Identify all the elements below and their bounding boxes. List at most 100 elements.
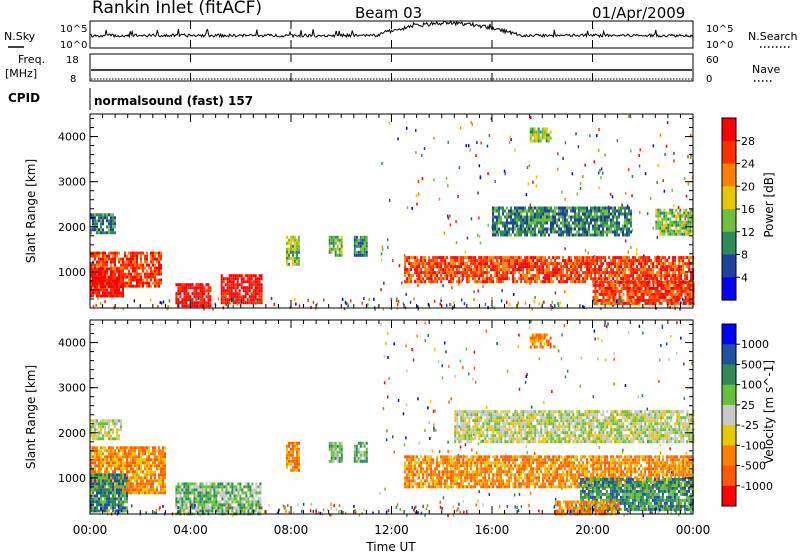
power-speckle: [482, 285, 484, 288]
power-cell: [680, 283, 683, 287]
power-cell: [514, 218, 516, 222]
power-cell: [642, 265, 645, 269]
power-cell: [112, 288, 114, 292]
power-cell: [462, 274, 465, 278]
power-cell: [230, 277, 233, 281]
power-cell: [542, 209, 544, 213]
power-cell: [506, 212, 508, 216]
power-noise: [104, 300, 106, 303]
power-noise: [316, 302, 318, 306]
power-speckle: [466, 236, 469, 240]
power-cell: [520, 227, 522, 231]
power-cell: [654, 292, 657, 296]
power-cell: [220, 286, 223, 290]
power-speckle: [582, 175, 584, 178]
power-cell: [596, 224, 598, 228]
power-speckle: [464, 250, 467, 254]
power-cell: [622, 212, 624, 216]
velocity-speckle: [637, 395, 640, 399]
power-cell: [332, 247, 335, 251]
power-cell: [576, 262, 579, 266]
power-cell: [234, 274, 237, 278]
velocity-cell: [152, 452, 154, 456]
power-cell: [98, 279, 100, 283]
velocity-cell: [185, 482, 188, 486]
velocity-cell: [118, 491, 120, 495]
power-speckle: [443, 231, 446, 235]
power-speckle: [415, 151, 417, 154]
power-cell: [146, 251, 148, 255]
power-cell: [572, 233, 574, 237]
power-cell: [541, 133, 544, 137]
power-cell: [598, 215, 600, 219]
velocity-cell: [160, 473, 162, 477]
power-cell: [187, 286, 190, 290]
power-noise: [377, 305, 380, 309]
power-cell: [472, 271, 475, 275]
power-speckle: [398, 264, 401, 268]
power-cell: [136, 251, 138, 255]
power-cell: [146, 254, 148, 258]
velocity-cell: [185, 488, 188, 492]
power-cell: [642, 292, 645, 296]
power-cell: [636, 271, 639, 275]
sky-tick-high: 10^5: [60, 24, 87, 35]
velocity-cell: [96, 470, 98, 474]
power-cell: [624, 277, 627, 281]
power-cell: [90, 291, 92, 295]
velocity-cell: [116, 431, 118, 435]
power-cell: [574, 224, 576, 228]
power-cell: [676, 292, 679, 296]
power-cell: [512, 268, 515, 272]
power-cell: [428, 274, 431, 278]
power-cell: [94, 219, 96, 223]
velocity-cell: [120, 503, 122, 507]
power-cell: [678, 265, 681, 269]
power-cell: [472, 259, 475, 263]
power-cell: [494, 209, 496, 213]
power-cell: [118, 279, 120, 283]
power-cell: [96, 267, 98, 271]
power-cell: [538, 227, 540, 231]
power-cell: [116, 276, 118, 280]
power-cell: [674, 295, 677, 299]
power-cell: [522, 206, 524, 210]
power-colorbar-tick-label: 24: [741, 158, 755, 171]
velocity-speckle: [383, 381, 386, 385]
power-cell: [508, 233, 510, 237]
power-cell: [104, 281, 106, 285]
velocity-cell: [118, 449, 120, 453]
power-cell: [102, 279, 104, 283]
velocity-cell: [94, 461, 96, 465]
power-cell: [535, 136, 538, 140]
power-cell: [668, 289, 671, 293]
power-cell: [292, 238, 294, 242]
power-cell: [504, 224, 506, 228]
power-cell: [676, 286, 679, 290]
power-cell: [100, 228, 102, 232]
power-cell: [596, 230, 598, 234]
power-cell: [494, 227, 496, 231]
velocity-cell: [112, 428, 114, 432]
power-cell: [552, 212, 554, 216]
velocity-speckle: [385, 342, 387, 346]
power-cell: [148, 272, 150, 276]
power-cell: [152, 254, 154, 258]
power-cell: [536, 212, 538, 216]
velocity-cell: [126, 455, 128, 459]
power-cell: [160, 257, 162, 261]
power-cell: [92, 294, 94, 298]
power-cell: [576, 233, 578, 237]
power-cell: [550, 274, 553, 278]
power-cell: [688, 265, 691, 269]
power-cell: [592, 233, 594, 237]
power-cell: [536, 256, 539, 260]
power-cell: [502, 230, 504, 234]
velocity-cell: [132, 476, 134, 480]
power-cell: [416, 274, 419, 278]
velocity-cell: [96, 488, 98, 492]
power-cell: [244, 280, 247, 284]
power-cell: [670, 295, 673, 299]
power-cell: [659, 223, 662, 227]
power-cell: [452, 256, 455, 260]
